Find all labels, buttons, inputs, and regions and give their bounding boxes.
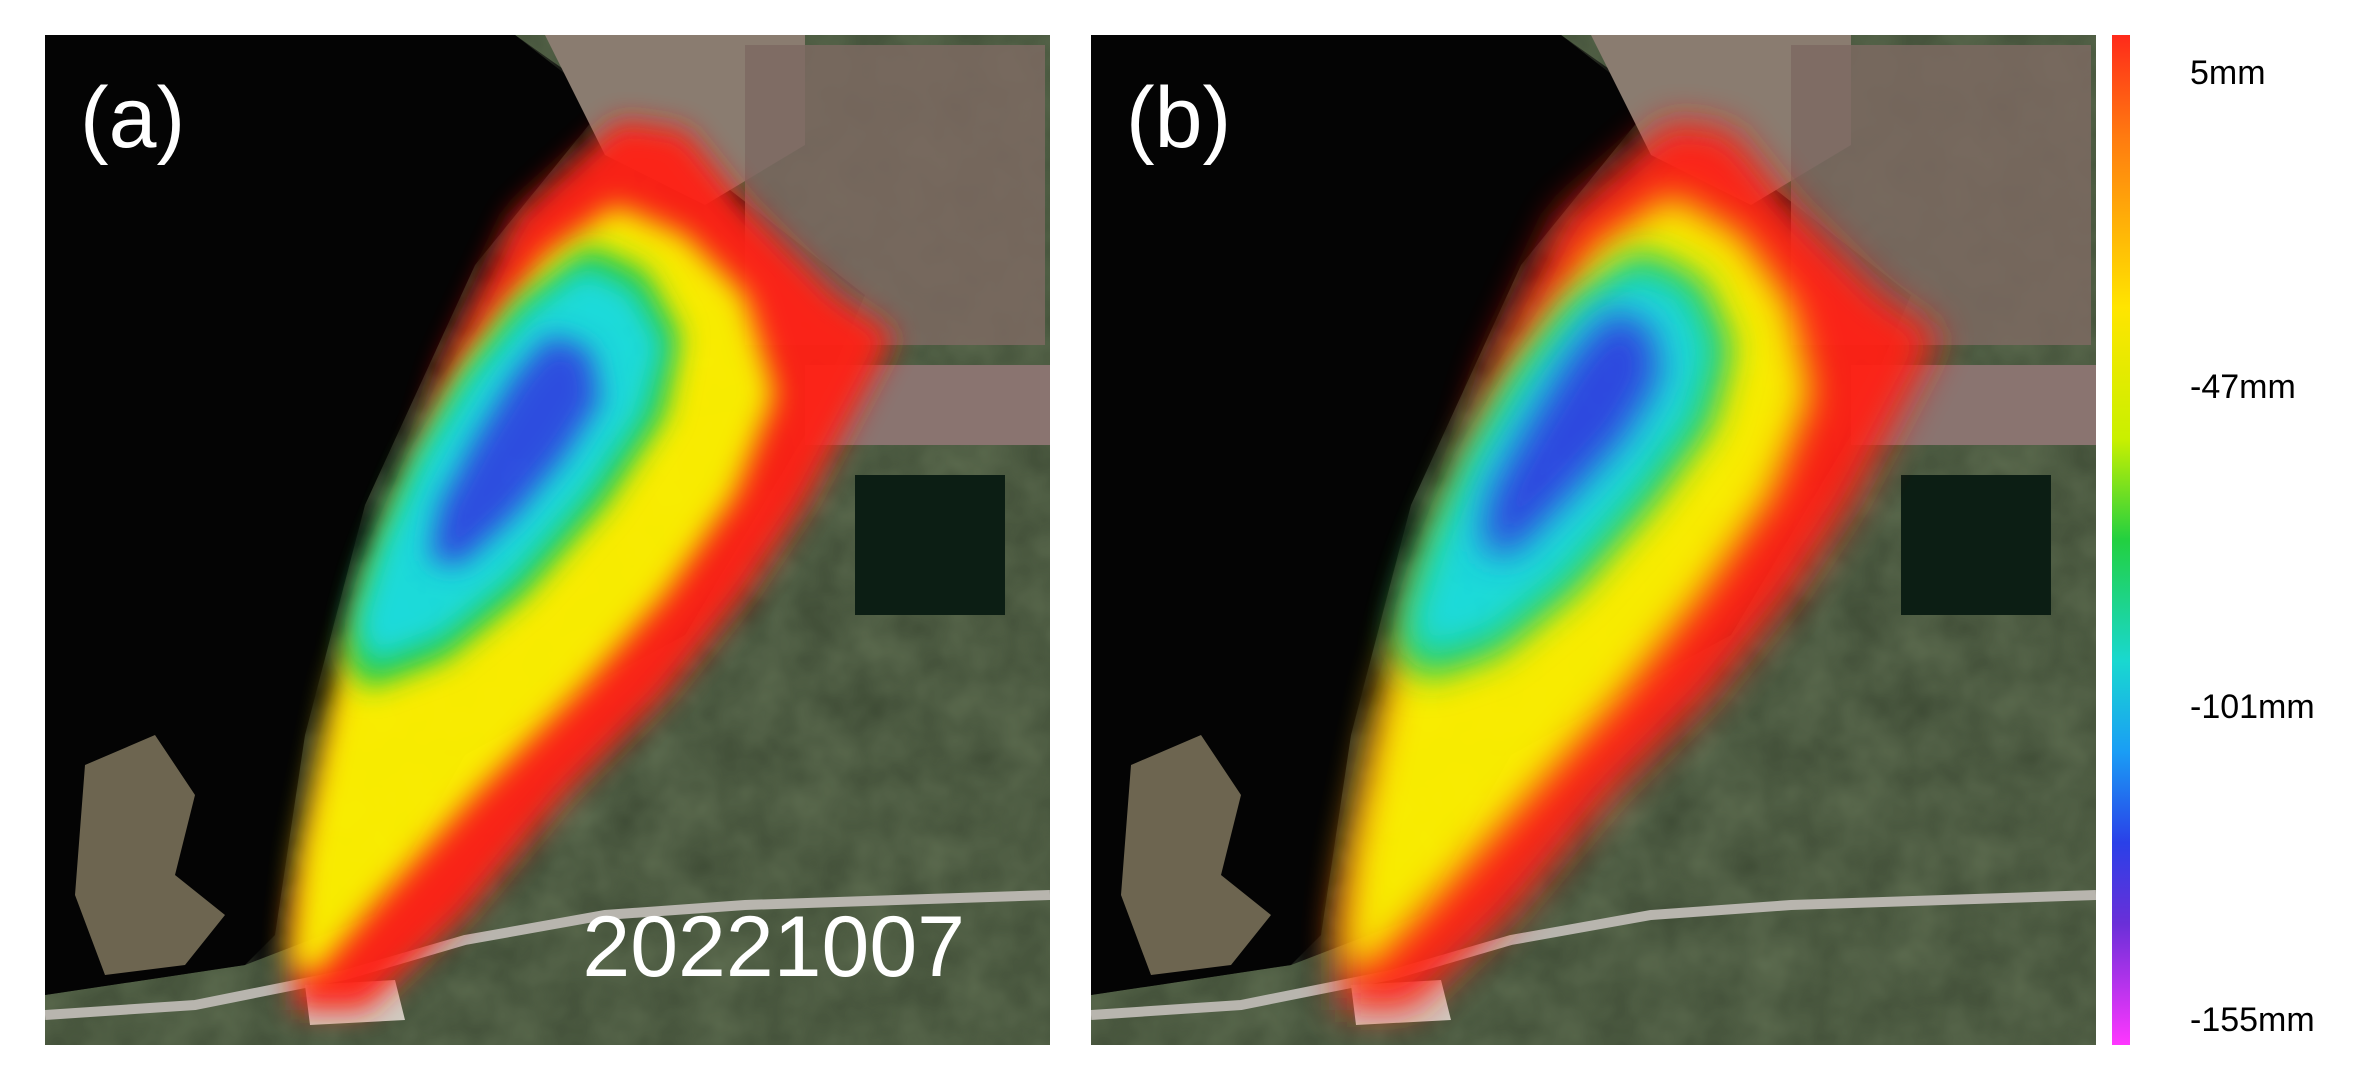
settling-pond — [855, 475, 1005, 615]
dam-crest-structure — [545, 35, 805, 205]
colorbar-tick-min: -155mm — [2190, 1001, 2315, 1039]
colorbar — [2112, 35, 2130, 1045]
colorbar-tick-mid-high: -47mm — [2190, 368, 2296, 406]
zone-blue — [430, 335, 600, 565]
settling-pond — [1901, 475, 2051, 615]
bottom-road — [1091, 890, 2096, 1020]
peninsula — [75, 735, 225, 975]
satellite-map-a — [45, 35, 1050, 1045]
zone-blue — [1481, 310, 1661, 555]
acquisition-date: 20221007 — [582, 899, 965, 995]
map-panel-a: (a) 20221007 — [45, 35, 1050, 1045]
panel-label: (b) — [1126, 70, 1232, 166]
deformation-overlay-a — [290, 120, 895, 1010]
satellite-map-b — [1091, 35, 2096, 1045]
reservoir-water — [1091, 35, 1651, 995]
deformation-overlay-b — [1341, 120, 1941, 1010]
colorbar-tick-max: 5mm — [2190, 54, 2266, 92]
panel-label: (a) — [80, 70, 186, 166]
colorbar-tick-mid-low: -101mm — [2190, 688, 2315, 726]
map-panel-b: (b) — [1091, 35, 2096, 1045]
peninsula — [1121, 735, 1271, 975]
reservoir-water — [45, 35, 605, 995]
dam-crest-structure — [1591, 35, 1851, 205]
bottom-road — [45, 890, 1050, 1020]
